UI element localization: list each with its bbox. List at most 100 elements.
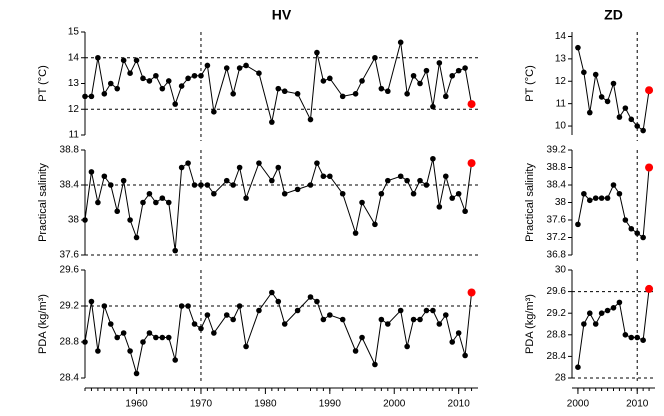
data-point	[159, 334, 166, 341]
data-point	[430, 155, 436, 162]
data-point	[159, 195, 166, 201]
data-point	[385, 88, 391, 95]
data-point	[294, 307, 301, 314]
y-tick-label: 28.4	[547, 351, 567, 362]
data-point	[417, 80, 423, 87]
data-point	[575, 44, 581, 51]
data-point	[101, 91, 108, 97]
data-point	[236, 65, 243, 71]
data-line	[577, 47, 650, 132]
data-point	[455, 190, 462, 197]
data-point	[204, 312, 211, 318]
data-point	[610, 305, 617, 311]
data-point	[82, 339, 88, 345]
data-point	[359, 199, 365, 206]
data-point	[586, 197, 593, 204]
data-point	[610, 80, 617, 87]
y-tick-label: 12	[68, 104, 80, 115]
data-point	[204, 62, 211, 69]
data-point	[153, 72, 159, 79]
y-tick-label: 38.4	[547, 180, 567, 191]
data-point	[423, 307, 430, 314]
data-point	[327, 173, 333, 180]
y-tick-label: 29.6	[547, 286, 567, 297]
data-point	[378, 190, 385, 197]
data-point	[172, 101, 178, 107]
y-axis-label: PDA (kg/m³)	[524, 294, 536, 354]
data-point	[581, 321, 587, 327]
data-point	[140, 75, 146, 82]
data-line	[84, 158, 473, 251]
data-point	[101, 173, 108, 180]
data-point	[314, 49, 320, 56]
y-tick-label: 28	[555, 373, 567, 384]
data-point	[185, 75, 191, 82]
data-point	[146, 330, 153, 336]
x-tick-label: 1970	[190, 399, 213, 410]
data-point	[410, 316, 417, 323]
data-point	[359, 334, 365, 341]
data-point	[455, 67, 462, 74]
data-point	[107, 182, 114, 188]
data-point	[442, 93, 449, 100]
y-tick-label: 38	[68, 215, 80, 226]
data-point	[172, 357, 178, 363]
data-point	[462, 352, 468, 359]
data-point	[449, 195, 456, 201]
data-point	[269, 289, 275, 296]
data-point	[140, 339, 146, 345]
data-point	[281, 190, 288, 197]
data-point	[88, 298, 95, 305]
data-point	[294, 186, 301, 193]
data-point	[404, 343, 410, 350]
data-point	[410, 190, 417, 197]
y-axis-label: Practical salinity	[524, 163, 536, 242]
data-point	[575, 364, 581, 371]
data-point	[372, 221, 378, 228]
data-point	[281, 88, 288, 95]
x-tick-label: 2010	[626, 399, 649, 410]
data-point	[378, 316, 385, 323]
y-tick-label: 37.6	[60, 250, 80, 261]
data-point	[120, 57, 127, 64]
data-point	[172, 247, 178, 254]
data-point	[610, 182, 617, 188]
data-point	[198, 182, 204, 188]
data-point	[423, 67, 430, 74]
data-point	[107, 321, 114, 327]
data-point	[397, 307, 404, 314]
data-point	[127, 348, 133, 354]
data-point	[581, 190, 587, 197]
y-tick-label: 13	[555, 54, 567, 65]
data-point	[640, 337, 646, 344]
y-tick-label: 11	[556, 98, 567, 109]
panel-title: HV	[272, 7, 292, 23]
data-point	[95, 54, 101, 61]
data-point	[423, 182, 430, 188]
data-point	[592, 195, 599, 201]
data-point	[397, 39, 404, 46]
data-point	[385, 177, 391, 184]
data-point	[628, 334, 635, 341]
data-point	[634, 123, 641, 129]
data-point	[256, 307, 262, 314]
data-point	[604, 307, 611, 314]
data-point	[352, 348, 359, 354]
data-point	[628, 225, 635, 232]
data-point	[628, 116, 635, 123]
data-point	[442, 173, 449, 180]
data-point	[436, 321, 443, 327]
y-tick-label: 29.2	[60, 301, 80, 312]
data-point	[230, 182, 236, 188]
data-point	[616, 114, 623, 120]
data-point	[645, 284, 654, 293]
data-point	[185, 303, 191, 309]
data-point	[462, 65, 468, 71]
y-tick-label: 29.6	[60, 265, 80, 276]
y-tick-label: 38.4	[60, 180, 80, 191]
data-point	[95, 348, 101, 354]
y-tick-label: 14	[68, 52, 80, 63]
y-axis-label: Practical salinity	[37, 163, 49, 242]
y-tick-label: 28.8	[547, 329, 567, 340]
